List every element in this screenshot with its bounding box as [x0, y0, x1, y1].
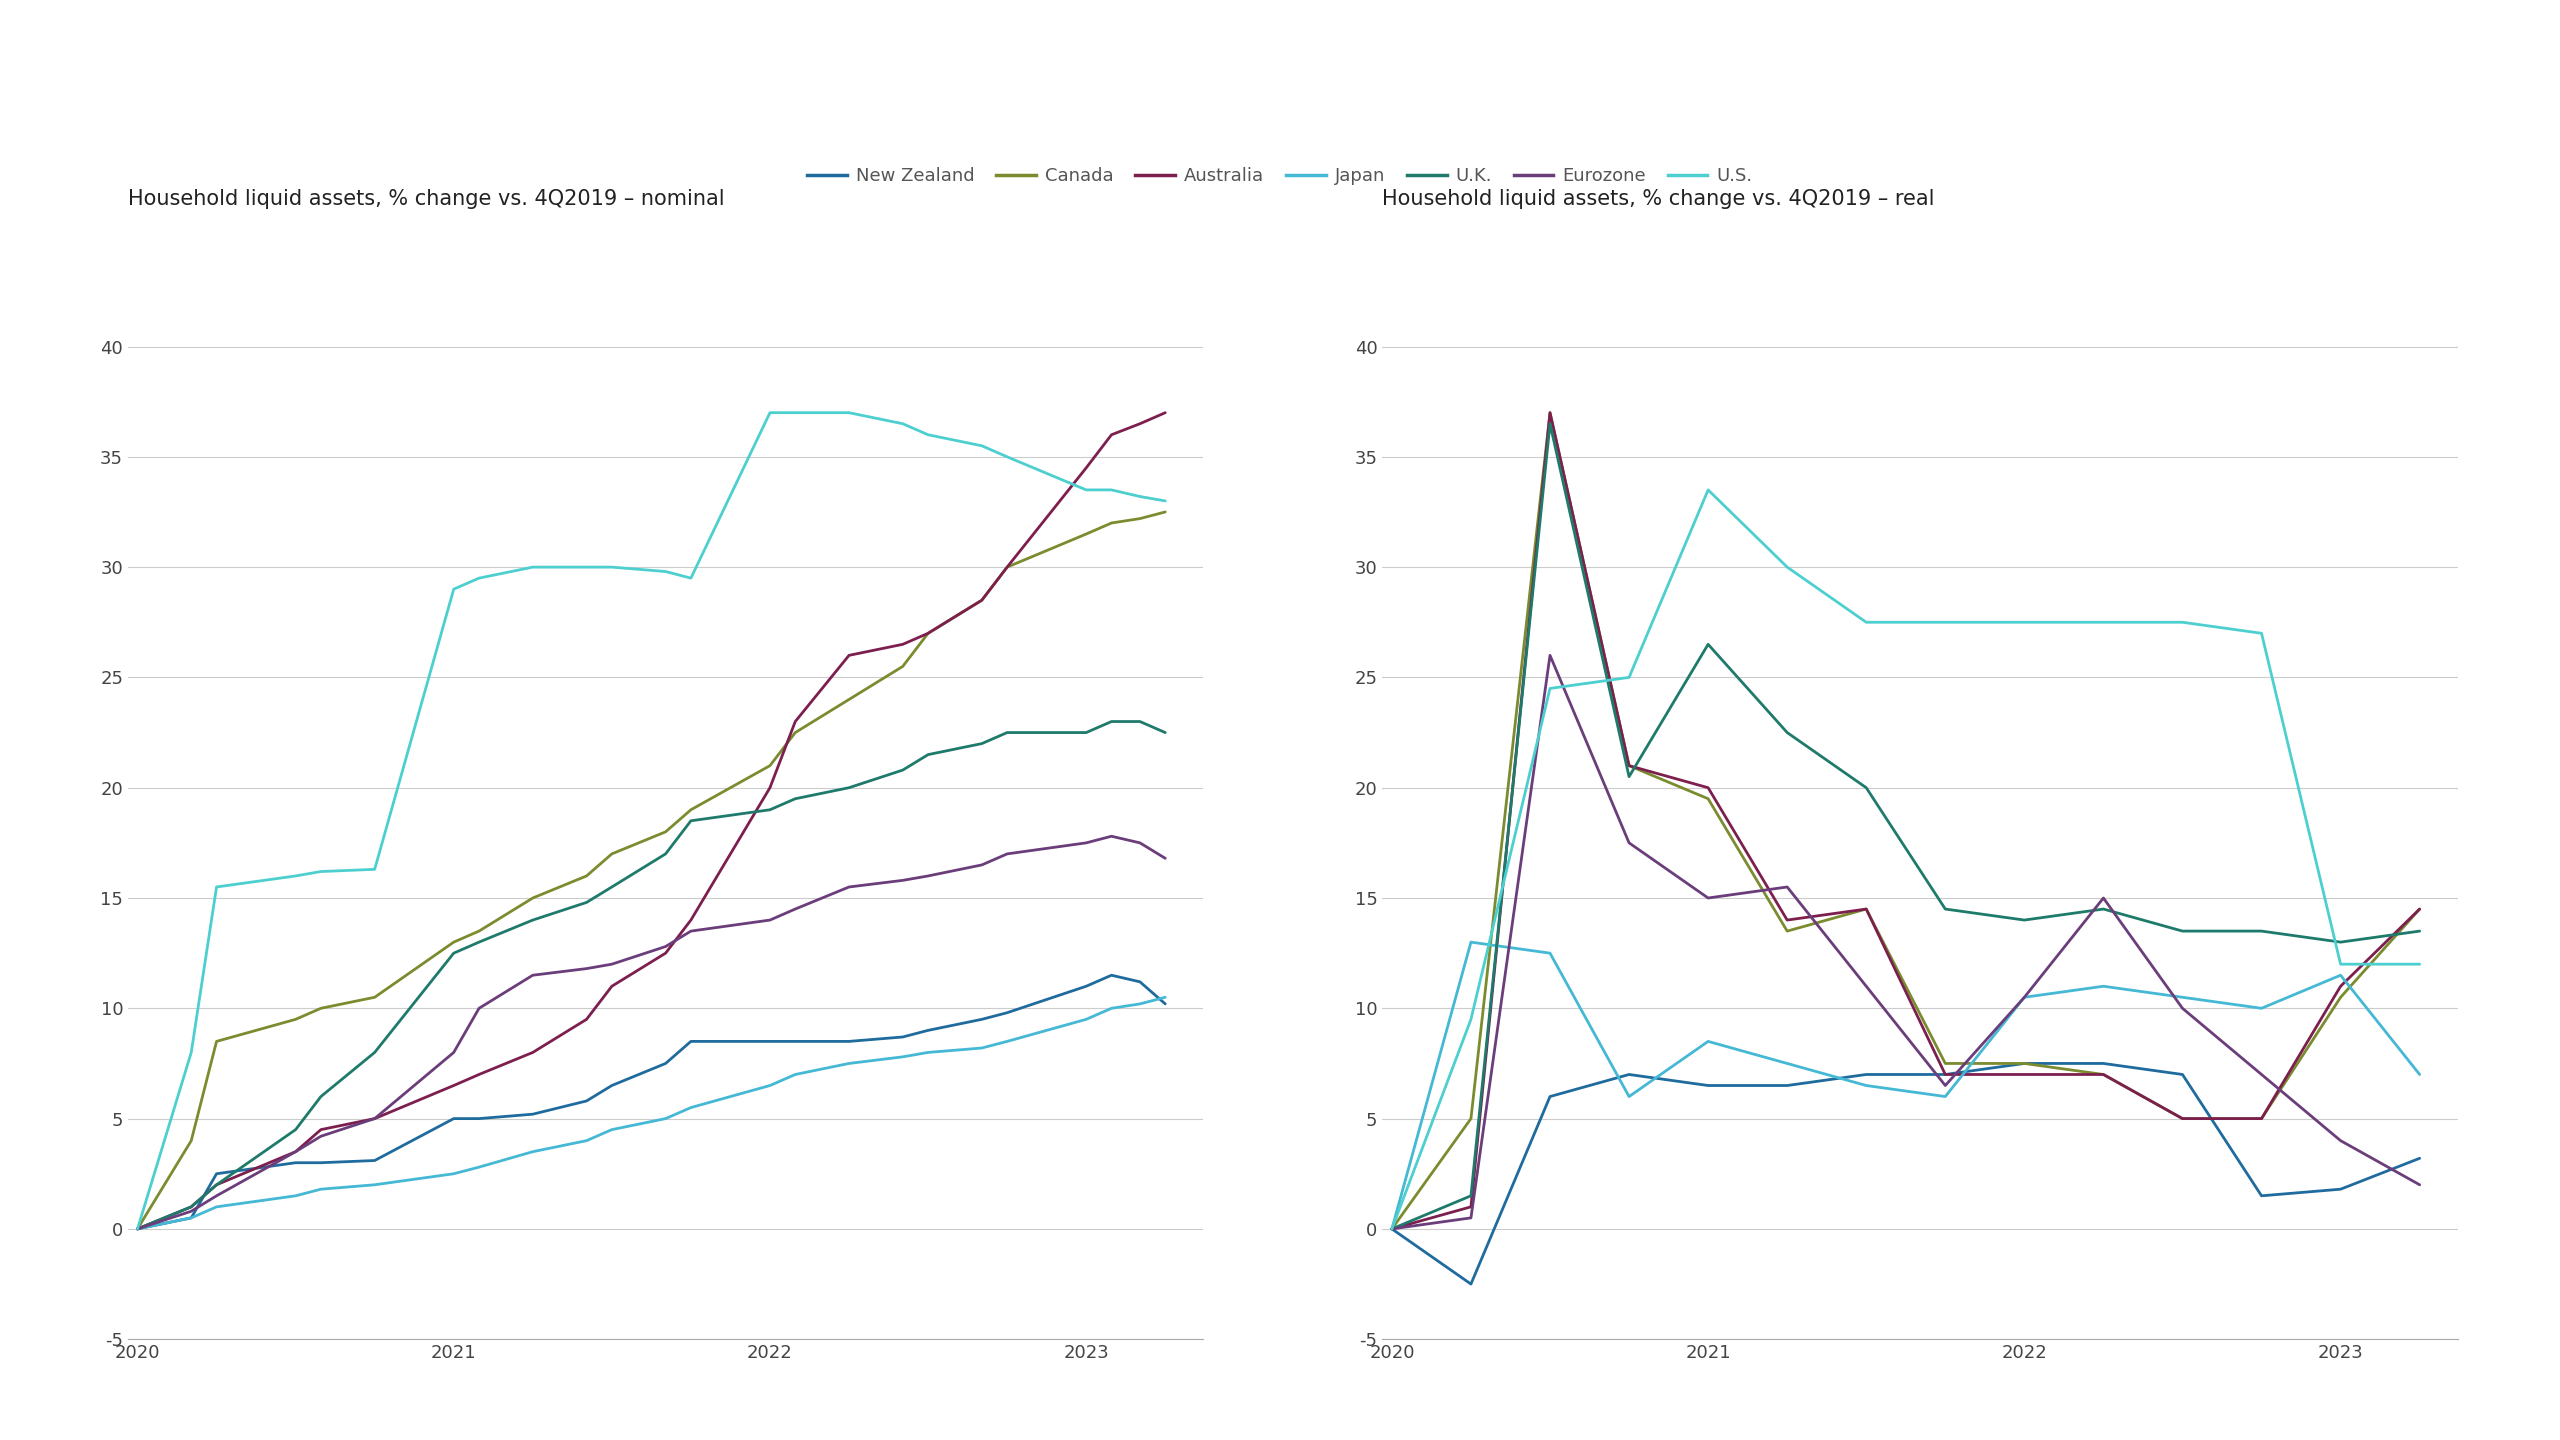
Text: Household liquid assets, % change vs. 4Q2019 – real: Household liquid assets, % change vs. 4Q… — [1382, 189, 1935, 209]
Text: Household liquid assets, % change vs. 4Q2019 – nominal: Household liquid assets, % change vs. 4Q… — [128, 189, 724, 209]
Legend: New Zealand, Canada, Australia, Japan, U.K., Eurozone, U.S.: New Zealand, Canada, Australia, Japan, U… — [801, 160, 1759, 193]
